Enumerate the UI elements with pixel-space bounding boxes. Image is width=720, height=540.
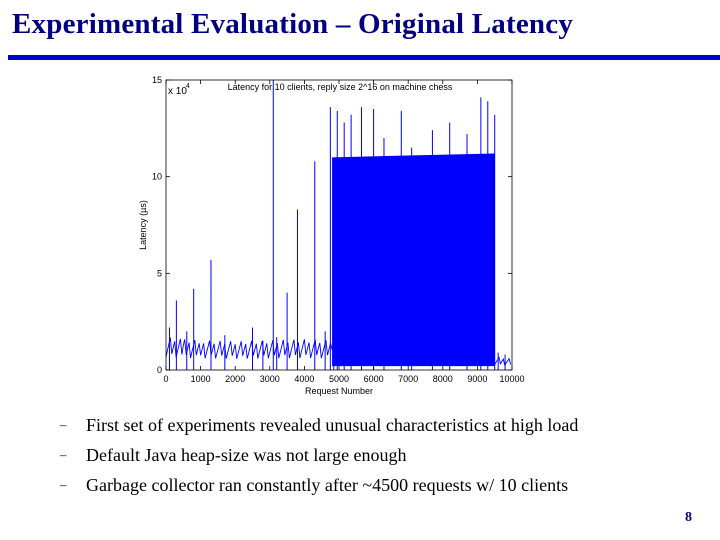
x-tick-label: 10000 [499, 374, 524, 384]
x-tick-label: 0 [163, 374, 168, 384]
bullet-list: – First set of experiments revealed unusu… [60, 410, 578, 500]
bullet-text: First set of experiments revealed unusua… [86, 415, 578, 435]
bullet-item: – Default Java heap-size was not large en… [60, 440, 578, 470]
y-tick-label: 5 [157, 268, 162, 278]
bullet-text: Garbage collector ran constantly after ~… [86, 475, 568, 495]
y-exponent-label: x 10 [168, 86, 187, 97]
x-tick-label: 5000 [329, 374, 349, 384]
bullet-marker: – [60, 440, 86, 470]
dense-latency-band [332, 153, 495, 366]
x-tick-label: 4000 [294, 374, 314, 384]
bullet-text: Default Java heap-size was not large eno… [86, 445, 407, 465]
x-tick-label: 9000 [467, 374, 487, 384]
y-exponent-power: 4 [186, 83, 190, 90]
bullet-item: – First set of experiments revealed unusu… [60, 410, 578, 440]
x-tick-label: 8000 [433, 374, 453, 384]
y-axis-label: Latency (µs) [138, 200, 148, 250]
x-tick-label: 2000 [225, 374, 245, 384]
x-tick-label: 3000 [260, 374, 280, 384]
y-tick-label: 0 [157, 365, 162, 375]
x-tick-label: 1000 [191, 374, 211, 384]
chart-title: Latency for 10 clients, reply size 2^16 … [228, 82, 453, 92]
page-number: 8 [685, 510, 692, 526]
y-tick-label: 10 [152, 172, 162, 182]
bullet-item: – Garbage collector ran constantly after … [60, 470, 578, 500]
x-axis-label: Request Number [305, 386, 373, 396]
x-tick-label: 6000 [364, 374, 384, 384]
bullet-marker: – [60, 410, 86, 440]
x-tick-label: 7000 [398, 374, 418, 384]
bullet-marker: – [60, 470, 86, 500]
y-tick-label: 15 [152, 75, 162, 85]
